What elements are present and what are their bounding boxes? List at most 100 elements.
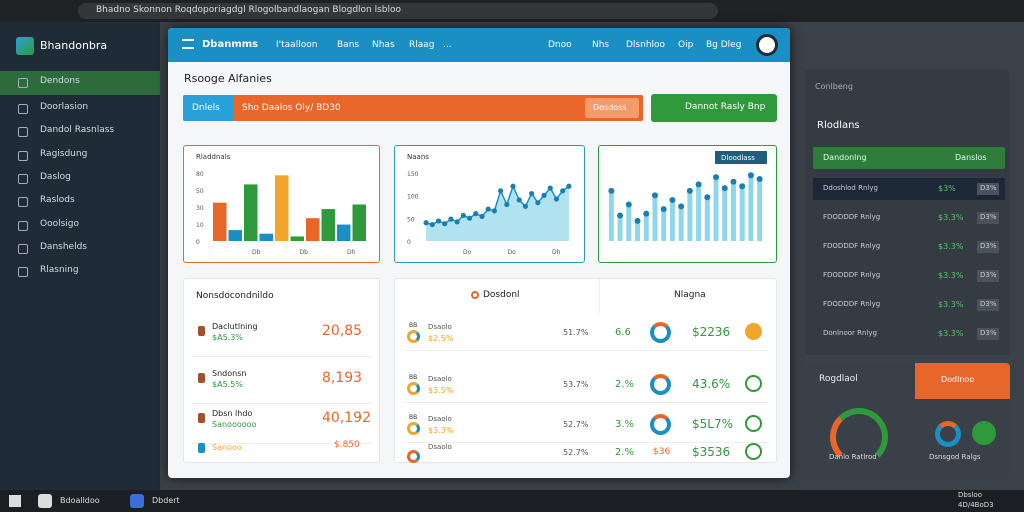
point: [747, 172, 754, 179]
start: [9, 495, 21, 507]
nav-right[interactable]: Dnoo: [548, 40, 572, 50]
row-icon: [407, 382, 420, 395]
bar: [687, 190, 693, 241]
chart-badge: [715, 151, 767, 164]
clock: Dbsloo: [958, 491, 982, 499]
panel-button[interactable]: Dodlnoo: [915, 363, 1010, 399]
modal-header: Dbanmms I'taalloon Bans Nhas Rlaag... Dnoo Nhs…: [168, 28, 790, 62]
point: [560, 188, 566, 194]
point: [739, 183, 746, 190]
chart-title: Rladdnals: [196, 153, 231, 161]
row-value: $.850: [334, 440, 360, 450]
y-tick-label: 50: [196, 188, 204, 195]
bar: [337, 224, 351, 241]
url-field[interactable]: [78, 3, 718, 19]
bar: [306, 218, 320, 241]
menu-item[interactable]: Doorlasion: [40, 102, 89, 112]
bar: [713, 177, 719, 241]
active-item: [0, 71, 160, 95]
row-sub: $A5.3%: [212, 333, 243, 342]
app-icon[interactable]: [38, 494, 52, 508]
menu-item[interactable]: Ragisdung: [40, 149, 88, 159]
nav-link[interactable]: Rlaag: [409, 40, 435, 50]
row-name: FDODDDF Rnlyg: [823, 242, 881, 250]
alert-button[interactable]: Dosdoss: [585, 98, 639, 118]
nav-link[interactable]: ...: [443, 40, 452, 50]
point: [617, 212, 624, 219]
bar: [626, 204, 632, 241]
nav-link[interactable]: Bans: [337, 40, 360, 50]
nav-right[interactable]: Bg Dleg: [706, 40, 742, 50]
point: [473, 211, 479, 217]
nav-link[interactable]: Nhas: [372, 40, 395, 50]
row-icon: [198, 413, 205, 423]
y-tick-label: 0: [407, 239, 411, 246]
menu-icon: [18, 174, 28, 184]
row-name: Dbsn lhdo: [212, 409, 253, 418]
panel-title: Rlodlans: [817, 120, 860, 131]
bar: [228, 230, 242, 241]
bar: [290, 236, 304, 241]
row-tag: D3%: [977, 212, 999, 224]
x-tick-label: Do: [508, 249, 517, 256]
row-value: $3.3%: [938, 242, 964, 251]
status-icon[interactable]: [745, 375, 762, 392]
y-tick-label: 150: [407, 171, 419, 178]
row-icon: [407, 330, 420, 343]
logo: [16, 37, 34, 55]
point: [678, 203, 685, 210]
taskbar: Bdoalldoo Dbdert Dbsloo 4D/4BoD3: [0, 490, 1024, 512]
nav-right[interactable]: Dlsnhloo: [626, 40, 666, 50]
gauge-label: Dsnsgod Ralgs: [929, 453, 981, 461]
point: [730, 178, 737, 185]
bar: [635, 220, 641, 241]
nav-link[interactable]: I'taalloon: [276, 40, 318, 50]
point: [498, 188, 504, 194]
row-icon: [407, 450, 420, 463]
row-value: $3.3%: [938, 329, 964, 338]
menu-item[interactable]: Dendons: [40, 76, 80, 86]
point: [491, 208, 497, 214]
app-name[interactable]: Dbdert: [152, 496, 180, 505]
menu-item[interactable]: Ooolsigo: [40, 219, 80, 229]
bar: [739, 186, 745, 241]
status-icon[interactable]: [745, 323, 762, 340]
menu-item[interactable]: Raslods: [40, 195, 75, 205]
donut: [935, 421, 961, 447]
menu-item[interactable]: Dandol Rasnlass: [40, 125, 115, 135]
avatar[interactable]: [756, 34, 778, 56]
page-title: Rsooge Alfanies: [184, 72, 272, 85]
point: [547, 185, 553, 191]
status-icon[interactable]: [745, 443, 762, 460]
brand: Bhandonbra: [40, 39, 108, 52]
point: [695, 181, 702, 188]
app-icon[interactable]: [130, 494, 144, 508]
menu-icon: [18, 127, 28, 137]
row-icon: [198, 373, 205, 383]
menu-icon: [18, 151, 28, 161]
menu-item[interactable]: Rlasning: [40, 265, 79, 275]
bar: [696, 184, 702, 241]
row-icon: [407, 422, 420, 435]
menu-icon: [182, 39, 194, 49]
status-icon[interactable]: [745, 415, 762, 432]
row-name: FDODDDF Rnlyg: [823, 300, 881, 308]
menu-item[interactable]: Daslog: [40, 172, 71, 182]
row-name: Dsaolo: [428, 375, 452, 383]
bar: [669, 199, 675, 241]
action-button[interactable]: Dannot Rasly Bnp: [651, 94, 777, 122]
point: [510, 183, 516, 189]
row-icon: [198, 443, 205, 453]
nav-right[interactable]: Oip: [678, 40, 694, 50]
row-name: FDODDDF Rnlyg: [823, 213, 881, 221]
point: [634, 217, 641, 224]
x-tick-label: Dh: [347, 249, 356, 256]
bar: [352, 204, 366, 241]
donut: [650, 322, 671, 343]
bar: [213, 202, 227, 241]
menu-item[interactable]: Danshelds: [40, 242, 87, 252]
nav-right[interactable]: Nhs: [592, 40, 610, 50]
row-value: 20,85: [322, 323, 363, 339]
y-tick-label: 0: [196, 239, 200, 246]
app-name[interactable]: Bdoalldoo: [60, 496, 100, 505]
